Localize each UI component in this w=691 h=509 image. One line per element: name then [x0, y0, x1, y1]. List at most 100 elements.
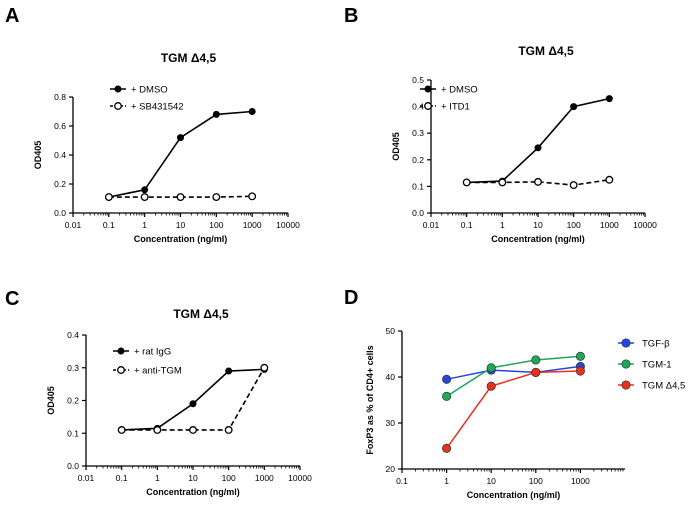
- x-axis-label: Concentration (ng/ml): [146, 487, 240, 497]
- legend-entry: + DMSO: [110, 85, 168, 96]
- y-tick-label: 0.6: [54, 121, 66, 131]
- data-point: [189, 400, 197, 408]
- series-2: [442, 351, 585, 401]
- x-tick-label: 10: [486, 476, 496, 486]
- y-tick-label: 0.1: [412, 181, 424, 191]
- data-point: [189, 426, 197, 434]
- legend-label: + DMSO: [441, 85, 478, 96]
- series-3: [442, 366, 585, 453]
- data-point: [570, 103, 578, 111]
- legend-label: + ITD1: [441, 102, 470, 113]
- legend-label: + SB431542: [131, 102, 184, 113]
- x-tick-label: 1000: [255, 473, 274, 483]
- data-point: [153, 426, 162, 434]
- x-tick-label: 1: [142, 220, 147, 230]
- data-point: [224, 426, 233, 434]
- y-tick-label: 0.2: [54, 179, 66, 189]
- data-point: [442, 374, 452, 384]
- legend-label: TGM-1: [642, 360, 672, 371]
- x-axis-label: Concentration (ng/ml): [134, 234, 228, 244]
- legend-marker: [114, 102, 122, 110]
- series-line: [121, 368, 265, 431]
- series-line: [466, 97, 610, 184]
- series-1: [105, 108, 256, 201]
- data-point: [141, 186, 149, 194]
- y-tick-label: 0.1: [67, 428, 79, 438]
- legend-entry: TGM Δ4,5: [618, 380, 685, 392]
- series-line: [445, 370, 581, 449]
- series-2: [104, 192, 257, 201]
- y-tick-label: 0.0: [54, 208, 66, 218]
- series-line: [446, 355, 581, 397]
- x-tick-label: 0.01: [65, 220, 82, 230]
- panel-letter: C: [5, 288, 19, 310]
- x-tick-label: 1: [155, 473, 160, 483]
- data-point: [462, 178, 471, 187]
- y-axis-label: OD405: [33, 141, 43, 170]
- x-tick-label: 1000: [243, 220, 262, 230]
- data-point: [575, 351, 585, 361]
- legend-entry: + rat IgG: [113, 347, 171, 358]
- legend-label: TGM Δ4,5: [642, 381, 685, 392]
- x-axis-label: Concentration (ng/ml): [467, 490, 561, 500]
- x-tick-label: 1: [500, 220, 505, 230]
- legend-entry: + SB431542: [110, 102, 184, 113]
- legend-entry: + DMSO: [420, 85, 478, 96]
- panel-letter: A: [5, 5, 19, 27]
- y-tick-label: 0.0: [67, 461, 79, 471]
- data-point: [531, 367, 541, 377]
- data-point: [212, 110, 220, 118]
- y-tick-label: 20: [386, 464, 396, 474]
- series-2: [117, 363, 269, 434]
- legend-label: + anti-TGM: [134, 366, 182, 377]
- legend-label: + DMSO: [131, 85, 168, 96]
- legend-entry: TGF-β: [618, 338, 670, 350]
- y-tick-label: 0.8: [54, 92, 66, 102]
- data-point: [248, 192, 257, 201]
- legend-marker: [621, 359, 631, 369]
- y-tick-label: 0.4: [54, 150, 66, 160]
- x-tick-label: 1000: [600, 220, 619, 230]
- legend-entry: TGM-1: [618, 359, 672, 371]
- data-point: [104, 193, 113, 201]
- x-tick-label: 10: [533, 220, 543, 230]
- panel-letter: D: [344, 287, 358, 309]
- x-tick-label: 10000: [288, 473, 312, 483]
- chart-title: TGM Δ4,5: [518, 44, 574, 58]
- legend-label: TGF-β: [642, 339, 670, 350]
- data-point: [248, 108, 256, 115]
- x-tick-label: 10: [188, 473, 198, 483]
- data-point: [260, 363, 269, 372]
- x-tick-label: 100: [222, 473, 236, 483]
- series-line: [108, 110, 253, 198]
- legend-marker: [621, 380, 631, 390]
- data-point: [498, 178, 507, 187]
- x-tick-label: 0.01: [423, 220, 440, 230]
- y-tick-label: 0.3: [412, 128, 424, 138]
- x-tick-label: 10000: [276, 220, 300, 230]
- x-tick-label: 1: [444, 476, 449, 486]
- y-tick-label: 0.5: [412, 75, 424, 85]
- series-2: [462, 175, 614, 190]
- data-point: [140, 193, 149, 201]
- data-point: [117, 426, 126, 434]
- legend-marker: [114, 85, 122, 93]
- x-tick-label: 0.1: [103, 220, 115, 230]
- data-point: [225, 367, 233, 375]
- y-tick-label: 0.2: [412, 155, 424, 165]
- data-point: [569, 181, 578, 190]
- y-tick-label: 50: [386, 326, 396, 336]
- legend-entry: + anti-TGM: [113, 366, 182, 377]
- y-tick-label: 30: [386, 418, 396, 428]
- data-point: [486, 381, 496, 391]
- legend-marker: [117, 347, 125, 355]
- chart-title: TGM Δ4,5: [173, 307, 229, 321]
- legend-marker: [117, 366, 125, 374]
- series-line: [121, 367, 266, 431]
- data-point: [442, 391, 452, 401]
- legend-entry: + ITD1: [420, 102, 470, 113]
- x-tick-label: 10000: [633, 220, 657, 230]
- data-point: [605, 95, 613, 103]
- y-tick-label: 0.4: [67, 330, 79, 340]
